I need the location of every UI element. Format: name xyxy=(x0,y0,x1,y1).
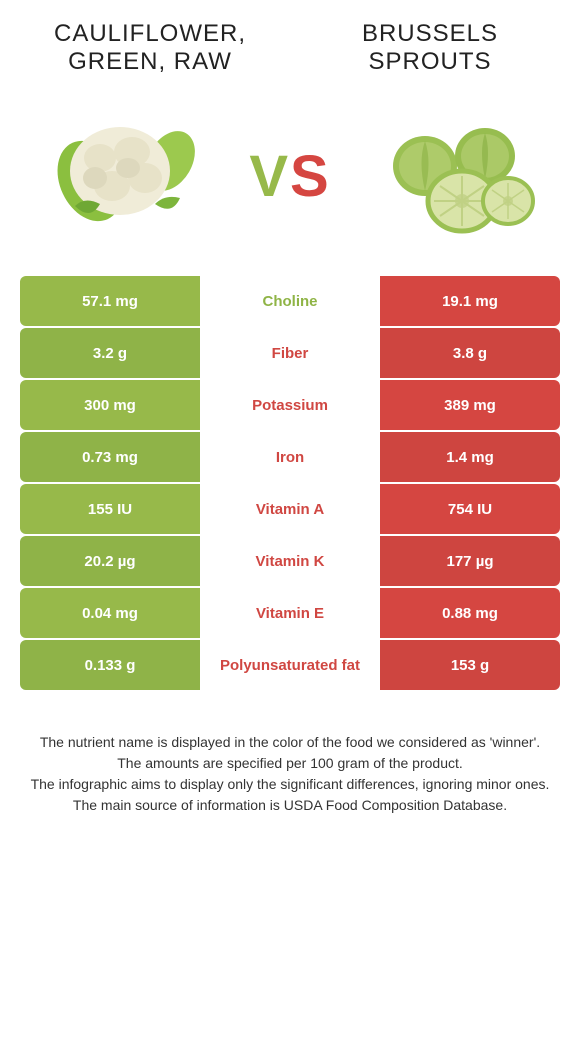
title-right: Brussels sprouts xyxy=(320,20,540,76)
nutrient-row: 0.04 mgVitamin E0.88 mg xyxy=(20,588,560,638)
nutrient-name: Vitamin K xyxy=(200,536,380,586)
nutrient-row: 155 IUVitamin A754 IU xyxy=(20,484,560,534)
value-left: 3.2 g xyxy=(20,328,200,378)
value-left: 20.2 µg xyxy=(20,536,200,586)
value-left: 0.133 g xyxy=(20,640,200,690)
value-left: 0.04 mg xyxy=(20,588,200,638)
value-left: 57.1 mg xyxy=(20,276,200,326)
footer-line: The main source of information is USDA F… xyxy=(20,795,560,816)
cauliflower-image xyxy=(40,106,200,246)
footer-line: The nutrient name is displayed in the co… xyxy=(20,732,560,753)
nutrient-row: 57.1 mgCholine19.1 mg xyxy=(20,276,560,326)
nutrient-row: 0.73 mgIron1.4 mg xyxy=(20,432,560,482)
nutrient-name: Vitamin E xyxy=(200,588,380,638)
nutrient-row: 0.133 gPolyunsaturated fat153 g xyxy=(20,640,560,690)
value-left: 0.73 mg xyxy=(20,432,200,482)
value-right: 153 g xyxy=(380,640,560,690)
images-row: VS xyxy=(0,86,580,276)
value-right: 0.88 mg xyxy=(380,588,560,638)
value-right: 1.4 mg xyxy=(380,432,560,482)
footer-notes: The nutrient name is displayed in the co… xyxy=(0,692,580,826)
nutrient-name: Vitamin A xyxy=(200,484,380,534)
header: Cauliflower, green, raw Brussels sprouts xyxy=(0,0,580,86)
nutrient-row: 300 mgPotassium389 mg xyxy=(20,380,560,430)
value-right: 19.1 mg xyxy=(380,276,560,326)
value-right: 754 IU xyxy=(380,484,560,534)
nutrient-name: Choline xyxy=(200,276,380,326)
nutrient-row: 20.2 µgVitamin K177 µg xyxy=(20,536,560,586)
value-right: 3.8 g xyxy=(380,328,560,378)
comparison-table: 57.1 mgCholine19.1 mg3.2 gFiber3.8 g300 … xyxy=(0,276,580,692)
value-right: 177 µg xyxy=(380,536,560,586)
nutrient-name: Potassium xyxy=(200,380,380,430)
value-right: 389 mg xyxy=(380,380,560,430)
footer-line: The infographic aims to display only the… xyxy=(20,774,560,795)
nutrient-name: Polyunsaturated fat xyxy=(200,640,380,690)
value-left: 300 mg xyxy=(20,380,200,430)
nutrient-name: Fiber xyxy=(200,328,380,378)
vs-s: S xyxy=(290,144,331,209)
footer-line: The amounts are specified per 100 gram o… xyxy=(20,753,560,774)
title-left: Cauliflower, green, raw xyxy=(40,20,260,76)
value-left: 155 IU xyxy=(20,484,200,534)
vs-v: V xyxy=(249,144,290,209)
nutrient-row: 3.2 gFiber3.8 g xyxy=(20,328,560,378)
vs-label: VS xyxy=(249,143,330,210)
nutrient-name: Iron xyxy=(200,432,380,482)
brussels-image xyxy=(380,106,540,246)
